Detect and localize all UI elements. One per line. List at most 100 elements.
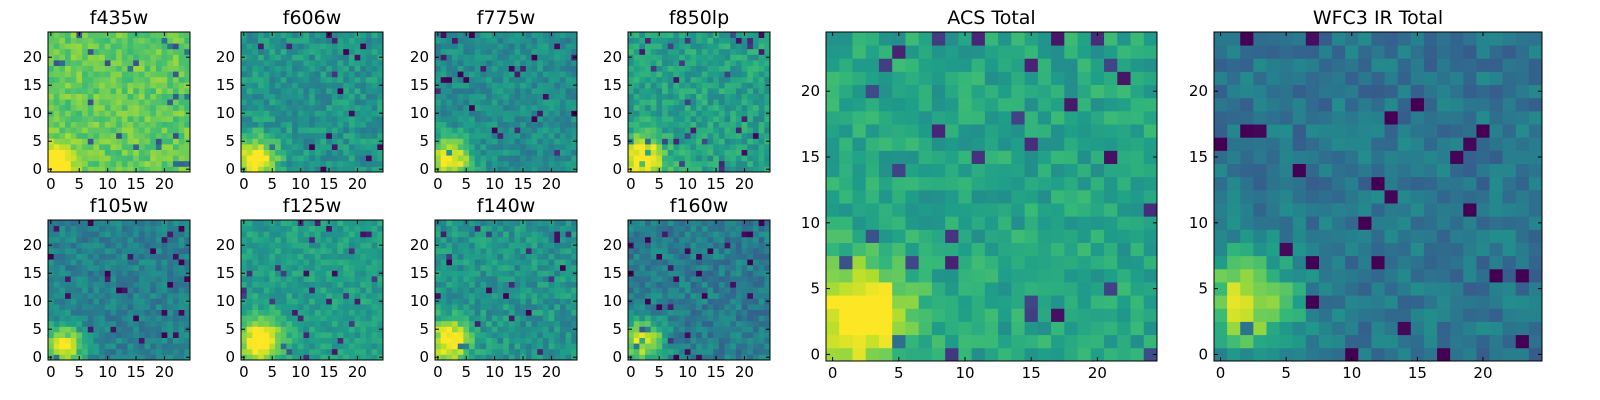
- heatmap-cell: [469, 121, 476, 128]
- heatmap-cell: [491, 231, 498, 238]
- heatmap-cell: [452, 60, 459, 66]
- heatmap-cell: [133, 231, 140, 238]
- heatmap-cell: [343, 149, 350, 156]
- heatmap-cell: [280, 121, 287, 128]
- heatmap-cell: [292, 220, 299, 226]
- heatmap-cell: [99, 309, 106, 316]
- heatmap-cell: [331, 276, 338, 282]
- heatmap-cell: [99, 225, 106, 232]
- heatmap-cell: [758, 93, 765, 100]
- heatmap-cell: [440, 337, 447, 344]
- heatmap-cell: [303, 104, 310, 111]
- heatmap-cell: [730, 337, 737, 344]
- heatmap-cell: [747, 93, 754, 100]
- heatmap-cell: [65, 315, 72, 322]
- heatmap-cell: [127, 225, 134, 232]
- heatmap-cell: [628, 144, 635, 150]
- heatmap-cell: [161, 60, 168, 66]
- heatmap-cell: [161, 76, 168, 83]
- heatmap-cell: [480, 132, 487, 139]
- heatmap-cell: [520, 144, 527, 150]
- heatmap-cell: [241, 43, 248, 50]
- heatmap-cell: [645, 304, 652, 310]
- heatmap-cell: [116, 71, 123, 78]
- heatmap-cell: [144, 149, 151, 156]
- heatmap-cell: [371, 110, 378, 117]
- heatmap-cell: [286, 160, 293, 167]
- heatmap-cell: [343, 281, 350, 288]
- heatmap-cell: [82, 60, 89, 66]
- heatmap-cell: [93, 270, 100, 277]
- heatmap-cell: [735, 337, 742, 344]
- heatmap-cell: [559, 320, 567, 327]
- heatmap-cell: [314, 332, 321, 338]
- heatmap-cell: [292, 337, 299, 344]
- heatmap-cell: [537, 149, 544, 156]
- y-tick-label: 15: [410, 264, 429, 282]
- heatmap-cell: [87, 82, 94, 89]
- heatmap-cell: [104, 48, 111, 55]
- heatmap-cell: [59, 332, 66, 338]
- heatmap-cell: [377, 160, 384, 167]
- heatmap-cell: [320, 332, 327, 338]
- heatmap-cell: [331, 132, 338, 139]
- heatmap-cell: [297, 309, 304, 316]
- heatmap-cell: [667, 71, 674, 78]
- heatmap-cell: [258, 37, 265, 44]
- heatmap-cell: [537, 116, 544, 122]
- heatmap-cell: [701, 343, 708, 350]
- heatmap-cell: [724, 54, 731, 61]
- heatmap-cell: [645, 71, 652, 78]
- y-tick-label: 10: [216, 104, 235, 122]
- heatmap-cell: [263, 54, 270, 61]
- heatmap-cell: [360, 121, 367, 128]
- heatmap-cell: [520, 99, 527, 106]
- heatmap-cell: [554, 309, 561, 316]
- heatmap-cell: [263, 155, 270, 162]
- heatmap-cell: [178, 144, 185, 150]
- heatmap-cell: [480, 48, 487, 55]
- heatmap-cell: [491, 54, 498, 61]
- heatmap-cell: [724, 93, 731, 100]
- heatmap-cell: [554, 248, 561, 254]
- heatmap-cell: [480, 43, 487, 50]
- heatmap-cell: [565, 65, 572, 72]
- heatmap-cell: [480, 99, 487, 106]
- heatmap-cell: [656, 270, 663, 277]
- heatmap-cell: [297, 99, 304, 106]
- heatmap-cell: [172, 32, 180, 38]
- heatmap-cell: [326, 93, 333, 100]
- heatmap-cell: [452, 332, 459, 338]
- heatmap-cell: [377, 304, 384, 310]
- heatmap-cell: [99, 304, 106, 310]
- heatmap-cell: [241, 71, 248, 78]
- heatmap-cell: [76, 60, 83, 66]
- heatmap-cell: [87, 309, 94, 316]
- heatmap-cell: [99, 43, 106, 50]
- heatmap-cell: [457, 138, 464, 145]
- heatmap-cell: [679, 88, 686, 94]
- heatmap-cell: [138, 354, 145, 361]
- heatmap-cell: [673, 354, 680, 361]
- heatmap-cell: [280, 43, 287, 50]
- heatmap-cell: [161, 116, 168, 122]
- heatmap-cell: [121, 332, 128, 338]
- heatmap-cell: [303, 138, 310, 145]
- heatmap-cell: [639, 270, 646, 277]
- heatmap-cell: [121, 43, 128, 50]
- heatmap-cell: [87, 166, 94, 173]
- heatmap-cell: [292, 116, 299, 122]
- heatmap-cell: [764, 348, 771, 355]
- heatmap-cell: [127, 43, 134, 50]
- heatmap-cell: [730, 132, 737, 139]
- heatmap-cell: [497, 104, 504, 111]
- heatmap-cell: [252, 242, 259, 249]
- heatmap-cell: [662, 37, 669, 44]
- heatmap-cell: [150, 287, 157, 294]
- heatmap-cell: [155, 281, 162, 288]
- heatmap-cell: [53, 236, 60, 243]
- heatmap-cell: [474, 127, 481, 134]
- heatmap-cell: [525, 43, 532, 50]
- heatmap-cell: [452, 259, 459, 266]
- heatmap-cell: [314, 220, 321, 226]
